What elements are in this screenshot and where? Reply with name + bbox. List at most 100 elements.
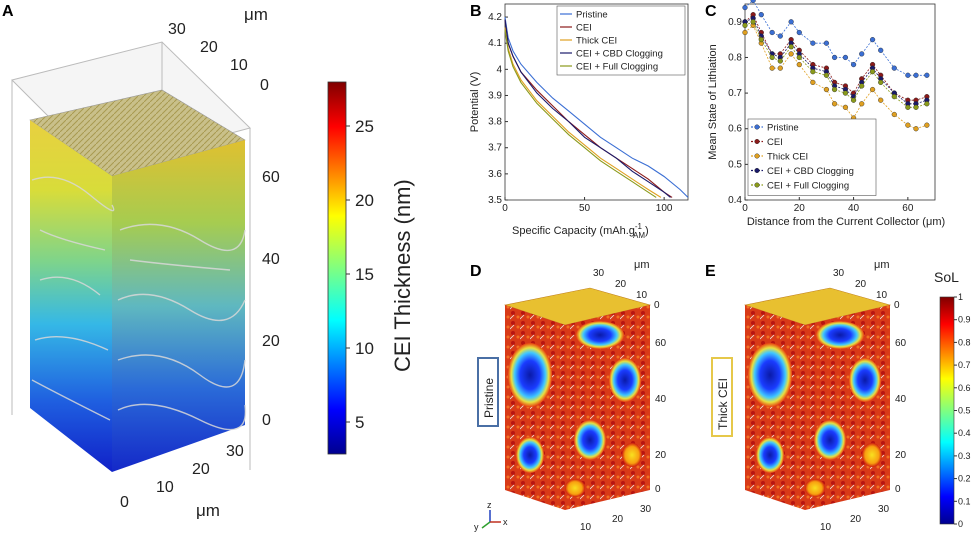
data-point bbox=[891, 65, 897, 71]
data-point bbox=[924, 122, 930, 128]
panel-a-right-face bbox=[112, 140, 245, 472]
panel-d-top-tick: 10 bbox=[636, 290, 648, 301]
data-point bbox=[769, 54, 775, 61]
x-tick-label: 100 bbox=[656, 203, 673, 214]
data-point bbox=[810, 40, 816, 46]
panel-d: D Pristine 30 20 10 0 μm 60 40 20 0 10 2… bbox=[470, 259, 667, 533]
colorbar-tick: 5 bbox=[355, 413, 364, 432]
data-point bbox=[842, 104, 849, 110]
panel-d-vert-tick: 40 bbox=[655, 394, 667, 405]
panel-d-top-tick: 0 bbox=[654, 300, 660, 311]
y-tick-label: 4.1 bbox=[488, 38, 502, 49]
panel-a-vert-tick: 60 bbox=[262, 169, 280, 186]
panel-c: C 0 20 40 60 0.4 0.5 0.6 0.7 0.8 0.9 Mean State of… bbox=[705, 0, 945, 228]
data-point bbox=[831, 86, 838, 93]
data-point bbox=[859, 51, 865, 57]
data-point bbox=[823, 40, 830, 46]
data-point bbox=[758, 37, 764, 43]
colorbar-tick-label: 0.4 bbox=[958, 428, 971, 438]
series-line bbox=[504, 30, 657, 198]
panel-a-top-tick: 30 bbox=[168, 21, 186, 38]
panel-d-label-box bbox=[477, 357, 499, 427]
series-line bbox=[504, 19, 671, 198]
y-tick-label: 0.5 bbox=[728, 159, 742, 170]
data-point bbox=[810, 79, 816, 86]
y-tick-label: 0.4 bbox=[728, 195, 742, 206]
panel-d-axis-labels: 30 20 10 0 μm 60 40 20 0 10 20 30 bbox=[580, 259, 667, 533]
data-point bbox=[777, 58, 783, 64]
panel-d-front bbox=[505, 305, 565, 510]
panel-e-unit: μm bbox=[874, 259, 890, 271]
chart-b-xlabel: Specific Capacity (mAh.g-1 AM) bbox=[512, 222, 649, 240]
panel-a-colorbar bbox=[327, 81, 347, 455]
colorbar-tick: 20 bbox=[355, 191, 374, 210]
panel-e-particle bbox=[814, 420, 846, 460]
legend-marker bbox=[754, 138, 760, 144]
panel-d-bottom-tick: 20 bbox=[612, 514, 624, 525]
colorbar-tick-label: 0.5 bbox=[958, 406, 971, 416]
data-point bbox=[796, 29, 802, 36]
data-point bbox=[777, 65, 783, 71]
colorbar-tick-label: 0 bbox=[958, 519, 963, 529]
x-tick-label: 40 bbox=[848, 203, 860, 214]
panel-a-vert-tick: 0 bbox=[262, 412, 271, 429]
panel-d-vert-tick: 20 bbox=[655, 450, 667, 461]
data-point bbox=[788, 19, 794, 25]
data-point bbox=[842, 90, 849, 96]
data-point bbox=[913, 126, 919, 132]
data-point bbox=[924, 101, 930, 107]
colorbar-tick-label: 0.2 bbox=[958, 474, 971, 484]
panel-e-vert-tick: 40 bbox=[895, 394, 907, 405]
panel-a-top-tick: 0 bbox=[260, 77, 269, 94]
panel-a-front-face bbox=[30, 120, 112, 472]
data-point bbox=[823, 72, 830, 78]
data-point bbox=[831, 101, 838, 107]
panel-e-bottom-tick: 30 bbox=[878, 504, 890, 515]
panel-e-colorbar-ticks: 1 0.9 0.8 0.7 0.6 0.5 0.4 0.3 0.2 0.1 0 bbox=[954, 292, 971, 529]
panel-d-bottom-tick: 30 bbox=[640, 504, 652, 515]
panel-d-particle bbox=[574, 420, 606, 460]
legend-marker bbox=[754, 167, 760, 173]
data-point bbox=[869, 37, 876, 43]
x-tick-label: 50 bbox=[579, 203, 591, 214]
series-line bbox=[504, 17, 689, 198]
panel-b: B 0 50 100 3.5 3.6 3.7 3.8 3.9 4 4.1 4.2 Potential … bbox=[469, 3, 689, 240]
panel-e-vert-tick: 60 bbox=[895, 338, 907, 349]
legend-marker bbox=[754, 124, 760, 130]
data-point bbox=[831, 54, 838, 61]
y-tick-label: 0.9 bbox=[728, 17, 742, 28]
legend-entry: CEI + CBD Clogging bbox=[576, 49, 663, 60]
legend-entry: Pristine bbox=[767, 123, 799, 134]
data-point bbox=[788, 51, 794, 57]
chart-b-xlabel-sub: AM bbox=[633, 231, 645, 240]
colorbar-tick-label: 0.9 bbox=[958, 315, 971, 325]
x-tick-label: 0 bbox=[742, 203, 748, 214]
panel-a-top-tick: 20 bbox=[200, 39, 218, 56]
panel-e-particle bbox=[816, 321, 864, 349]
data-point bbox=[758, 12, 764, 18]
chart-b-xlabel-sup: -1 bbox=[635, 222, 643, 231]
panel-a-bottom-tick: 20 bbox=[192, 461, 210, 478]
y-tick-label: 4.2 bbox=[488, 12, 502, 23]
data-point bbox=[750, 19, 756, 25]
axis-z: z bbox=[487, 500, 492, 510]
data-point bbox=[742, 22, 748, 28]
panel-e-axis-labels: 30 20 10 0 μm 60 40 20 0 10 20 30 bbox=[820, 259, 907, 533]
panel-a-bottom-tick: 10 bbox=[156, 479, 174, 496]
panel-a-top-tick: 10 bbox=[230, 57, 248, 74]
y-tick-label: 3.9 bbox=[488, 90, 502, 101]
legend-entry: Pristine bbox=[576, 10, 608, 21]
data-point bbox=[905, 104, 911, 110]
legend-entry: CEI + CBD Clogging bbox=[767, 166, 854, 177]
panel-d-particle bbox=[609, 358, 641, 402]
panel-e-top-tick: 20 bbox=[855, 279, 867, 290]
panel-e-vert-tick: 0 bbox=[895, 484, 901, 495]
panel-d-vert-tick: 60 bbox=[655, 338, 667, 349]
x-tick-label: 0 bbox=[502, 203, 508, 214]
data-point bbox=[769, 29, 775, 36]
data-point bbox=[769, 65, 775, 71]
data-point bbox=[869, 86, 876, 93]
panel-a-bottom-tick: 30 bbox=[226, 443, 244, 460]
y-tick-label: 0.7 bbox=[728, 88, 742, 99]
y-tick-label: 3.5 bbox=[488, 195, 502, 206]
